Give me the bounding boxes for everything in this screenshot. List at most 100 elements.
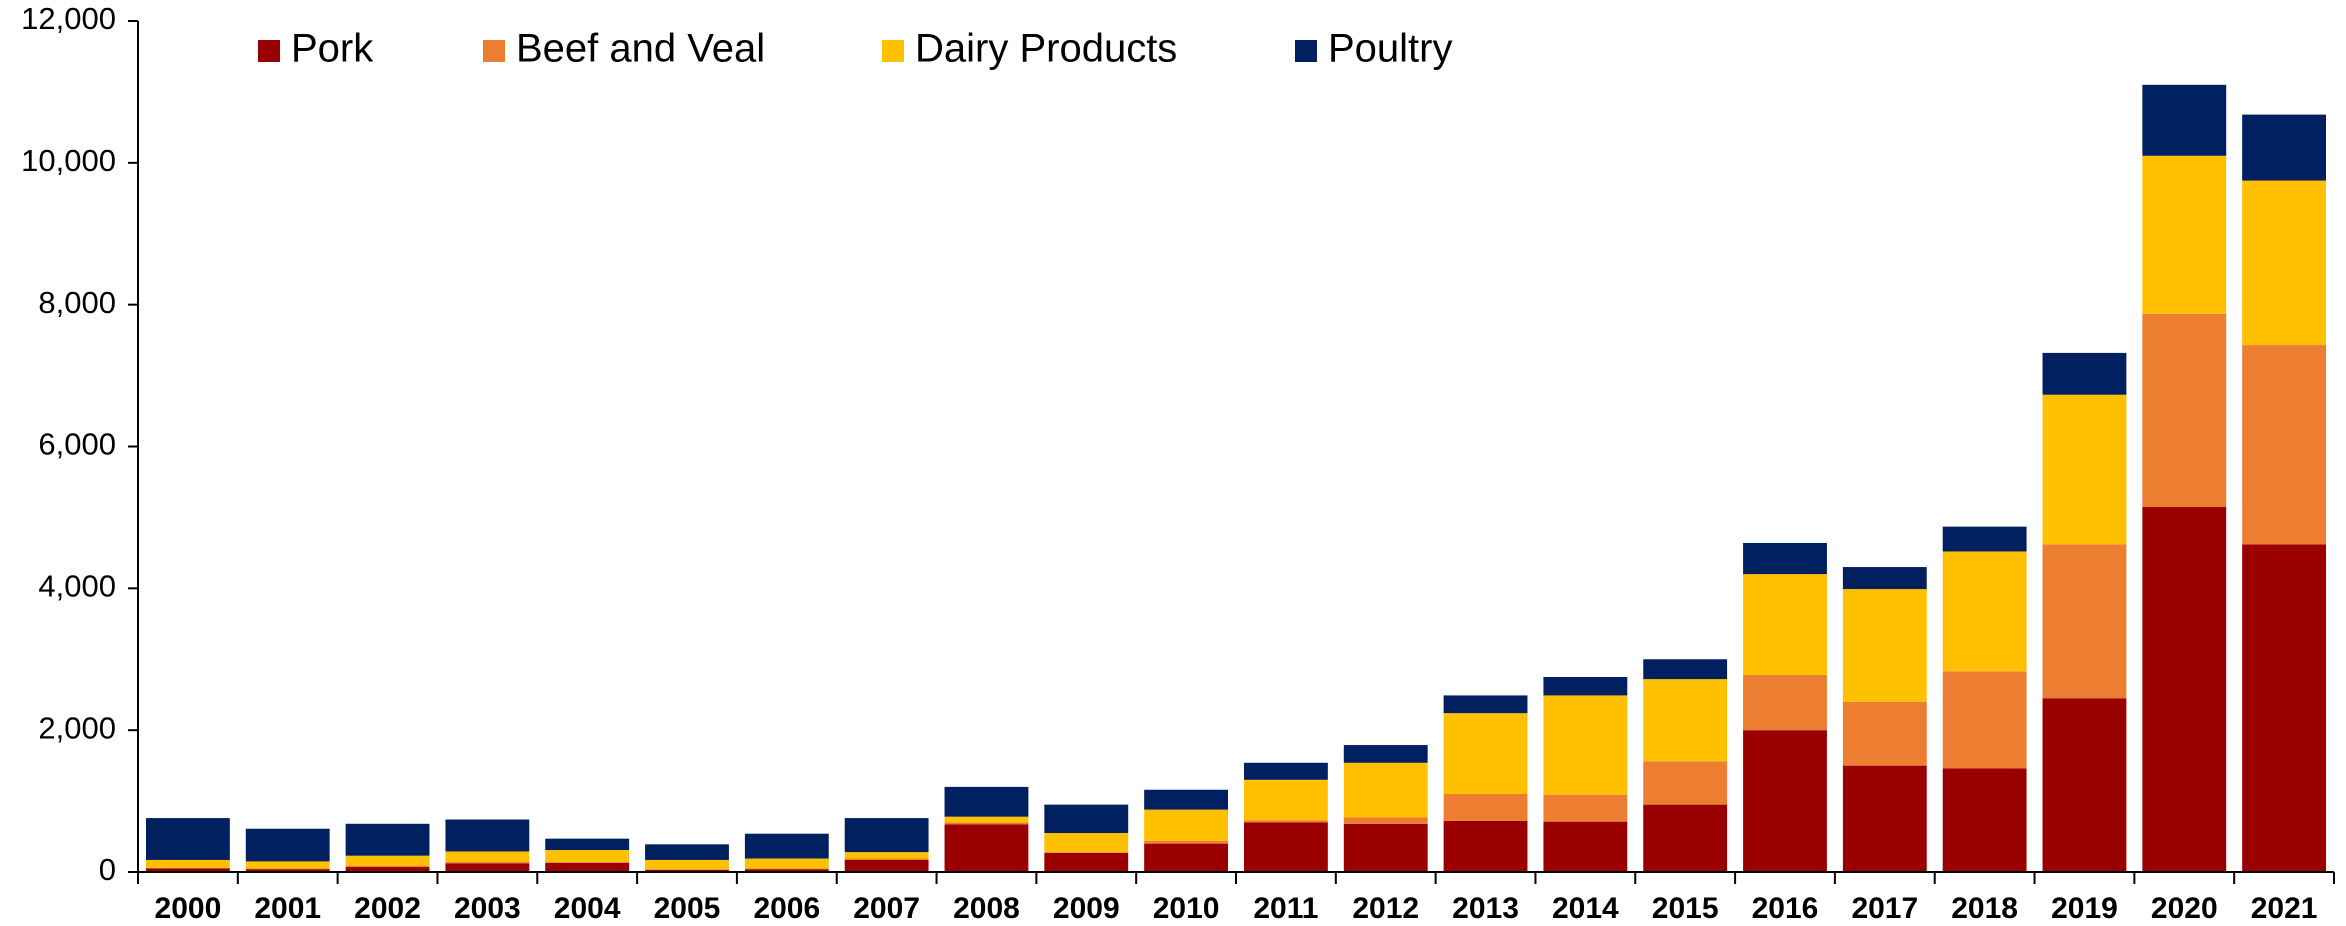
bar-segment — [2042, 352, 2127, 395]
x-tick-label: 2006 — [753, 892, 820, 925]
bar-segment — [445, 863, 530, 872]
bar-segment — [245, 828, 330, 862]
bar-segment — [844, 858, 929, 860]
bar-segment — [844, 852, 929, 859]
bar-segment — [145, 859, 230, 868]
bar-segment — [2042, 394, 2127, 545]
bar-segment — [1942, 768, 2027, 872]
bar-segment — [145, 867, 230, 869]
bar-segment — [2142, 506, 2227, 872]
bar-segment — [645, 869, 729, 872]
bar-segment — [1942, 671, 2027, 769]
bar-segment — [1643, 679, 1728, 762]
x-tick-label: 2017 — [1851, 892, 1918, 925]
y-tick-label: 12,000 — [21, 1, 116, 36]
bar-segment — [1543, 695, 1628, 795]
bar-segment — [2242, 114, 2327, 181]
bar-segment — [1044, 852, 1129, 872]
x-tick-label: 2007 — [853, 892, 920, 925]
bar-segment — [1243, 762, 1328, 780]
bar-segment — [345, 855, 430, 866]
bar-segment — [1543, 821, 1628, 872]
bar-segment — [1743, 574, 1827, 675]
bar-segment — [1443, 713, 1528, 794]
bar-segment — [645, 859, 729, 870]
bar-segment — [2042, 698, 2127, 872]
legend-swatch — [483, 40, 505, 62]
legend-label: Pork — [291, 27, 374, 71]
bar-segment — [1543, 794, 1628, 822]
bar-segment — [345, 867, 430, 872]
x-tick-label: 2013 — [1452, 892, 1519, 925]
x-tick-label: 2005 — [654, 892, 721, 925]
legend-swatch — [258, 40, 280, 62]
bar-segment — [645, 869, 729, 870]
bar-segment — [445, 819, 530, 852]
x-tick-label: 2004 — [554, 892, 621, 925]
bar-segment — [744, 869, 829, 872]
y-tick-label: 8,000 — [38, 285, 116, 320]
bar-segment — [1643, 804, 1728, 872]
bar-segment — [245, 868, 330, 870]
bar-segment — [2242, 345, 2327, 545]
bar-segment — [2142, 313, 2227, 507]
bar-segment — [345, 823, 430, 856]
bar-segment — [545, 862, 630, 872]
bar-segment — [1443, 695, 1528, 714]
legend-swatch — [1295, 40, 1317, 62]
bar-segment — [1144, 843, 1229, 872]
bar-segment — [2242, 180, 2327, 346]
bar-segment — [1443, 793, 1528, 821]
bar-segment — [944, 786, 1029, 817]
bar-segment — [1343, 817, 1428, 824]
bar-segment — [1842, 567, 1927, 590]
bar-segment — [545, 838, 630, 851]
bar-segment — [445, 851, 530, 863]
bar-segment — [1243, 822, 1328, 872]
bar-segment — [245, 869, 330, 872]
x-tick-label: 2009 — [1053, 892, 1120, 925]
bar-segment — [844, 859, 929, 872]
bar-segment — [1842, 701, 1927, 766]
y-tick-label: 2,000 — [38, 710, 116, 745]
bar-segment — [2142, 84, 2227, 156]
x-tick-label: 2001 — [254, 892, 321, 925]
x-tick-label: 2021 — [2251, 892, 2318, 925]
x-tick-label: 2020 — [2151, 892, 2218, 925]
x-tick-label: 2003 — [454, 892, 521, 925]
bar-segment — [944, 824, 1029, 872]
bar-segment — [1144, 809, 1229, 841]
bar-segment — [1443, 820, 1528, 872]
bar-segment — [1743, 542, 1827, 575]
bar-segment — [744, 833, 829, 859]
bar-segment — [844, 818, 929, 853]
bar-segment — [1343, 762, 1428, 818]
x-tick-label: 2012 — [1352, 892, 1419, 925]
bar-segment — [1343, 745, 1428, 763]
bar-segment — [1044, 804, 1129, 833]
bar-segment — [744, 858, 829, 869]
bar-segment — [1743, 730, 1827, 872]
y-tick-label: 6,000 — [38, 427, 116, 462]
bar-segment — [1543, 676, 1628, 696]
bar-segment — [645, 844, 729, 860]
bar-segment — [145, 818, 230, 860]
x-tick-label: 2010 — [1153, 892, 1220, 925]
bar-segment — [1243, 779, 1328, 821]
y-tick-label: 0 — [99, 852, 116, 887]
bar-segment — [1743, 674, 1827, 731]
bar-segment — [1643, 761, 1728, 805]
bar-segment — [545, 862, 630, 863]
legend-label: Poultry — [1328, 27, 1453, 71]
bar-segment — [1243, 820, 1328, 823]
x-tick-label: 2016 — [1752, 892, 1819, 925]
bar-segment — [1044, 852, 1129, 853]
bar-segment — [1144, 789, 1229, 810]
bar-segment — [345, 865, 430, 868]
x-tick-label: 2014 — [1552, 892, 1619, 925]
bar-segment — [2042, 544, 2127, 699]
y-tick-label: 4,000 — [38, 569, 116, 604]
bar-segment — [1942, 551, 2027, 672]
bar-segment — [1942, 526, 2027, 552]
